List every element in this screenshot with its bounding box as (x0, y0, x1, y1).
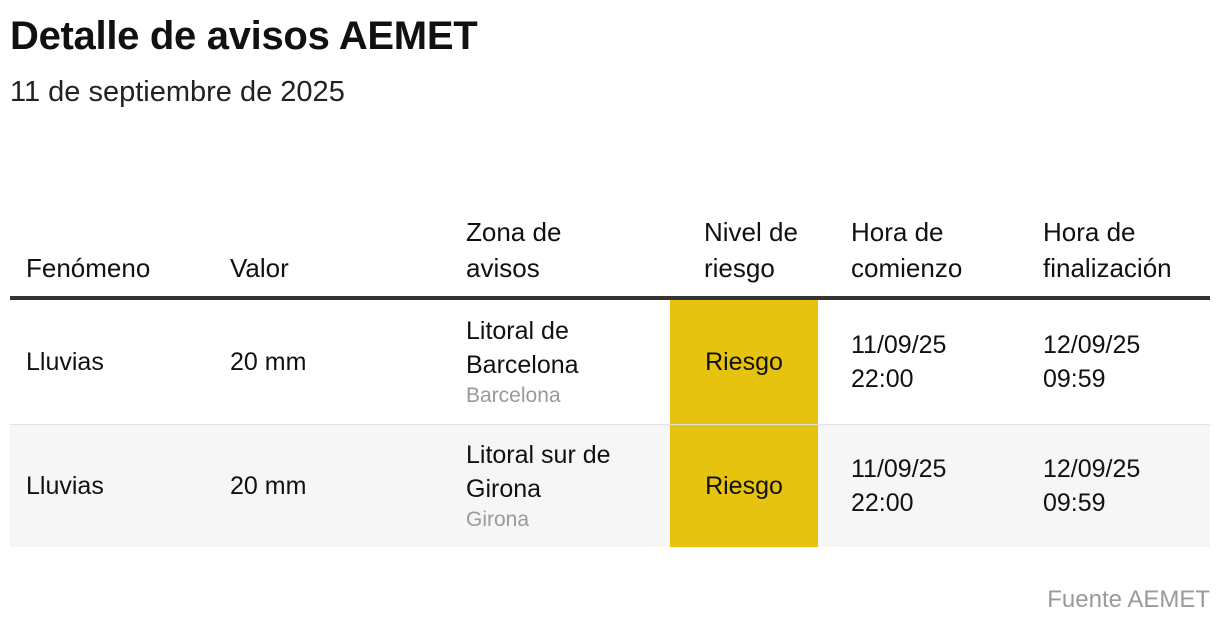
risk-level-badge: Riesgo (670, 300, 818, 424)
end-time-cell: 12/09/25 09:59 (1043, 331, 1141, 393)
phenomenon-cell: Lluvias (26, 472, 104, 500)
header-end: Hora de finalización (1043, 217, 1172, 283)
table-row: Lluvias 20 mm Litoral de Barcelona Barce… (10, 300, 1210, 425)
zone-cell: Litoral de Barcelona Barcelona (466, 314, 666, 410)
phenomenon-cell: Lluvias (26, 348, 104, 376)
value-cell: 20 mm (230, 348, 307, 376)
header-start: Hora de comienzo (851, 217, 963, 283)
header-phenomenon: Fenómeno (26, 253, 151, 283)
zone-name: Litoral sur de Girona (466, 441, 611, 503)
start-time-cell: 11/09/25 22:00 (851, 331, 947, 393)
header-level: Nivel de riesgo (704, 217, 798, 283)
header-zone: Zona de avisos (466, 217, 562, 283)
province-name: Girona (466, 508, 530, 531)
end-time-cell: 12/09/25 09:59 (1043, 455, 1141, 517)
risk-level-badge: Riesgo (670, 425, 818, 547)
page-subtitle: 11 de septiembre de 2025 (10, 76, 345, 108)
zone-name: Litoral de Barcelona (466, 317, 579, 379)
zone-cell: Litoral sur de Girona Girona (466, 438, 666, 534)
header-value: Valor (230, 253, 289, 283)
source-note: Fuente AEMET (1047, 586, 1210, 613)
province-name: Barcelona (466, 384, 561, 407)
table-header-row: Fenómeno Valor Zona de avisos Nivel de r… (10, 150, 1210, 300)
table-row: Lluvias 20 mm Litoral sur de Girona Giro… (10, 425, 1210, 547)
start-time-cell: 11/09/25 22:00 (851, 455, 947, 517)
value-cell: 20 mm (230, 472, 307, 500)
warnings-table: Fenómeno Valor Zona de avisos Nivel de r… (10, 150, 1210, 547)
page-title: Detalle de avisos AEMET (10, 14, 478, 58)
